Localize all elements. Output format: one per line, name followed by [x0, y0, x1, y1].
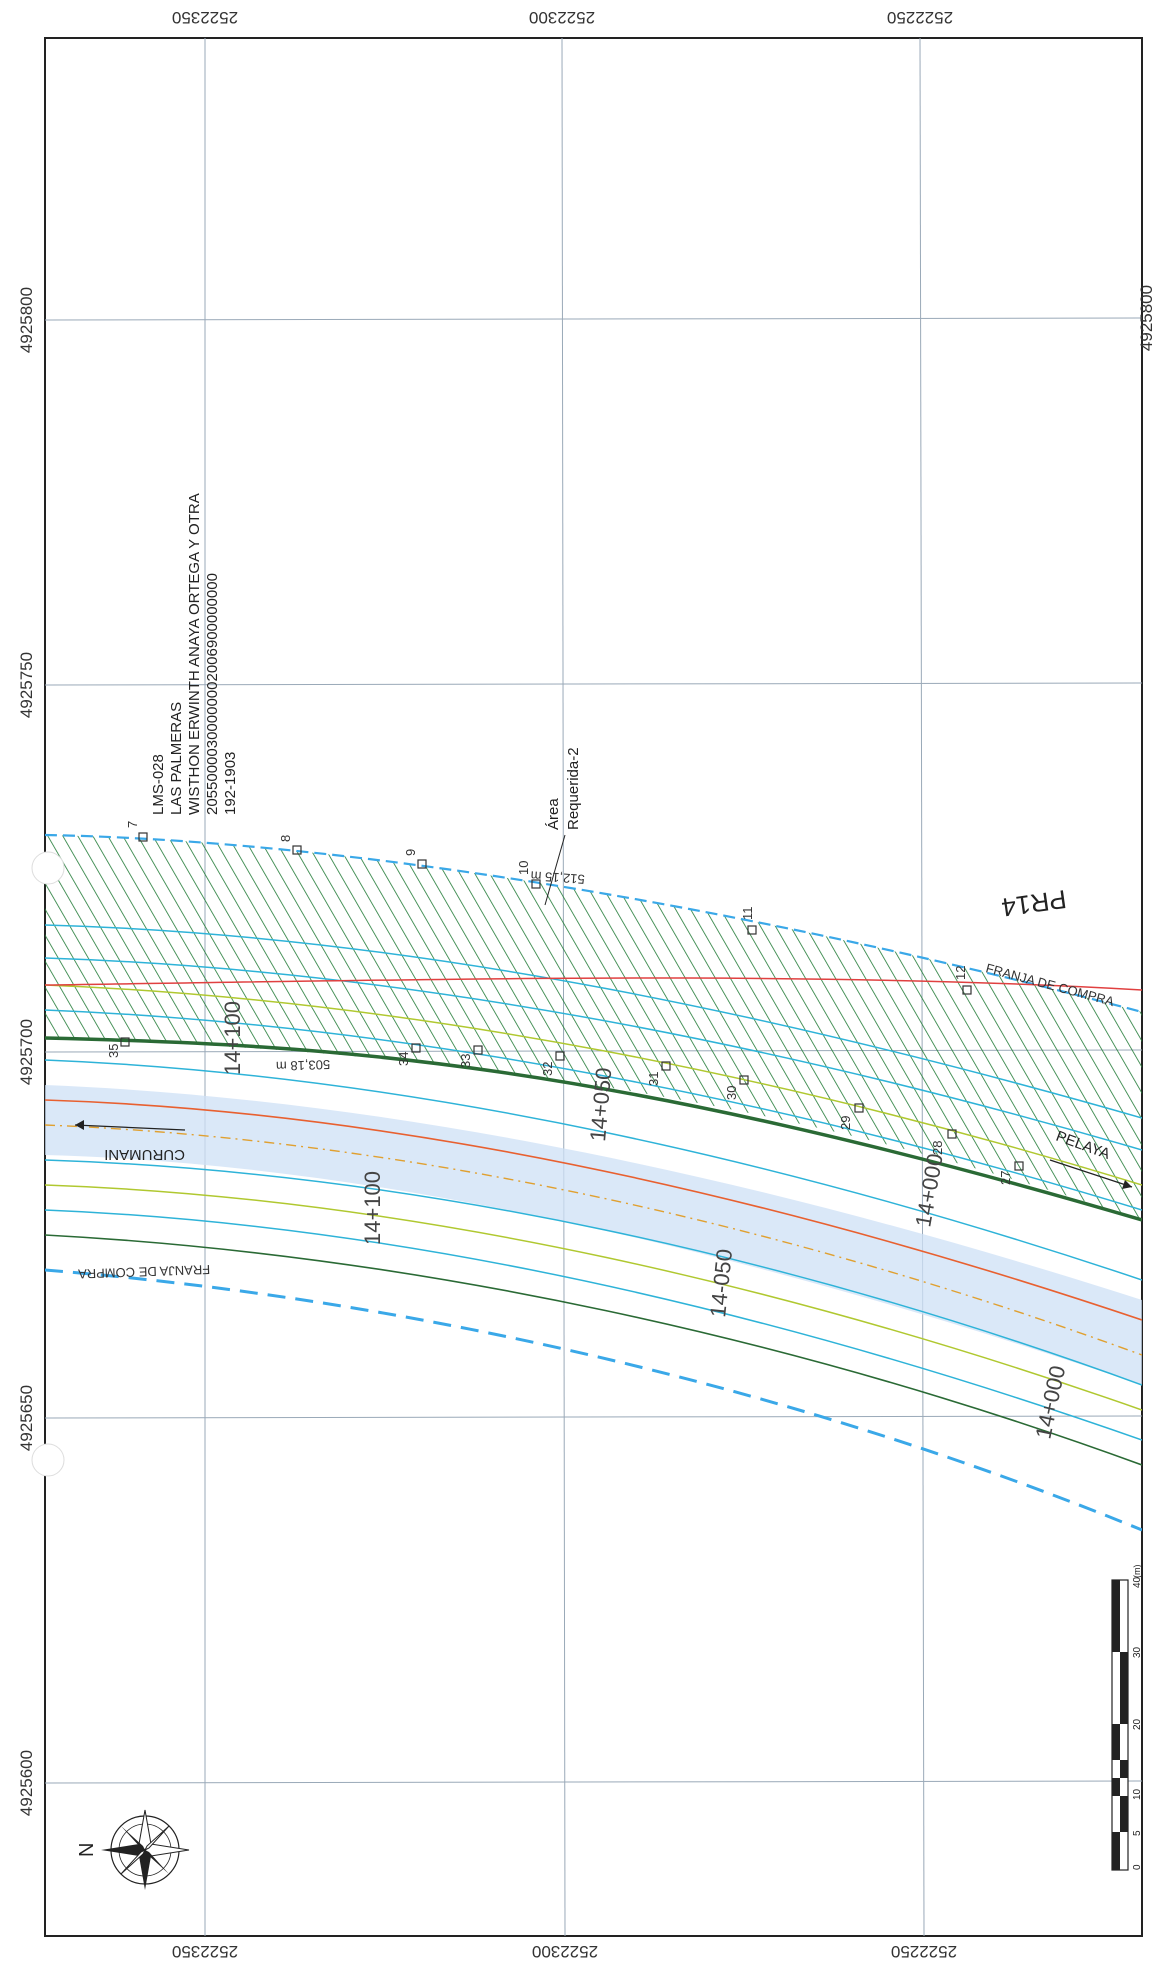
- survey-point: 35: [106, 1037, 130, 1058]
- northing-labels: 4925800 4925750 4925700 4925650 4925600 …: [17, 285, 1156, 1816]
- svg-text:Área: Área: [545, 798, 562, 830]
- svg-text:20: 20: [1132, 1718, 1143, 1730]
- svg-text:Requerida-2: Requerida-2: [565, 747, 582, 830]
- survey-point: 29: [838, 1103, 864, 1130]
- svg-text:10: 10: [1132, 1788, 1143, 1800]
- required-area-hatch: [45, 835, 1142, 1220]
- survey-point: 33: [458, 1045, 483, 1068]
- easting-label: 2522300: [529, 8, 595, 27]
- svg-text:12: 12: [953, 966, 968, 980]
- survey-point: 34: [396, 1043, 421, 1066]
- top-property-line: [45, 833, 1142, 1014]
- easting-label: 2522250: [887, 8, 953, 27]
- length-bottom: 503,18 m: [276, 1057, 331, 1074]
- length-top: 512,15 m: [530, 868, 585, 887]
- northing-label: 4925700: [17, 1019, 36, 1085]
- svg-text:0: 0: [1132, 1864, 1143, 1870]
- svg-text:14+100: 14+100: [220, 1001, 245, 1075]
- binder-hole-icon: [31, 1443, 65, 1477]
- survey-point: 27: [998, 1161, 1024, 1185]
- survey-point: 28: [930, 1129, 957, 1155]
- easting-label: 2522250: [891, 1942, 957, 1961]
- svg-text:32: 32: [540, 1062, 555, 1076]
- svg-text:27: 27: [998, 1171, 1013, 1185]
- road-lines: [45, 924, 1142, 1466]
- svg-text:30: 30: [1132, 1646, 1143, 1658]
- franja-compra-line: [45, 1268, 1142, 1532]
- svg-text:5: 5: [1132, 1830, 1143, 1836]
- parcel-registry: 192-1903: [222, 752, 239, 815]
- scale-bar: 0 5 10 20 30 40 (m): [1111, 1565, 1143, 1871]
- parcel-cadastral: 20550000300000002006900000000: [204, 573, 221, 815]
- area-label: Área Requerida-2: [544, 747, 582, 906]
- survey-point: 10: [516, 861, 541, 889]
- compass-rose-icon: N: [76, 1809, 190, 1890]
- northing-label: 4925750: [17, 652, 36, 718]
- svg-text:35: 35: [106, 1044, 121, 1058]
- survey-point: 31: [646, 1061, 671, 1086]
- parcel-code: LMS-028: [150, 754, 167, 815]
- svg-text:7: 7: [125, 821, 140, 828]
- svg-text:30: 30: [724, 1086, 739, 1100]
- svg-text:CURUMANI: CURUMANI: [104, 1146, 185, 1163]
- required-area-boundary: [45, 1036, 1142, 1222]
- easting-label: 2522300: [532, 1942, 598, 1961]
- easting-labels-bottom: 2522350 2522300 2522250: [172, 1942, 957, 1961]
- svg-text:29: 29: [838, 1116, 853, 1130]
- survey-point: 8: [278, 835, 302, 855]
- easting-labels-top: 2522350 2522300 2522250: [172, 8, 953, 27]
- northing-label: 4925800: [17, 287, 36, 353]
- svg-text:40: 40: [1132, 1576, 1143, 1588]
- direction-curumani: CURUMANI: [74, 1120, 186, 1163]
- svg-text:9: 9: [403, 849, 418, 856]
- parcel-info: LMS-028 LAS PALMERAS WISTHON ERWINTH ANA…: [150, 493, 239, 815]
- svg-text:28: 28: [930, 1141, 945, 1155]
- svg-text:(m): (m): [1132, 1565, 1142, 1579]
- survey-point: 32: [540, 1051, 565, 1076]
- svg-text:8: 8: [278, 835, 293, 842]
- road-corridor: [45, 1085, 1142, 1385]
- northing-label: 4925800: [1137, 285, 1156, 351]
- svg-text:33: 33: [458, 1054, 473, 1068]
- survey-point: 30: [724, 1075, 749, 1100]
- svg-text:31: 31: [646, 1072, 661, 1086]
- svg-text:11: 11: [740, 907, 755, 921]
- north-label: N: [76, 1843, 98, 1857]
- survey-point: 7: [125, 821, 148, 842]
- northing-label: 4925600: [17, 1750, 36, 1816]
- survey-point: 11: [740, 907, 757, 935]
- easting-label: 2522350: [172, 1942, 238, 1961]
- svg-text:14+100: 14+100: [360, 1171, 385, 1245]
- franja-bottom: FRANJA DE COMPRA: [77, 1262, 210, 1282]
- svg-text:10: 10: [516, 861, 531, 875]
- survey-points: 7 8 9 10 11 12 35 34 33 32 31 30 29 28 2…: [106, 821, 1024, 1185]
- svg-text:34: 34: [396, 1052, 411, 1066]
- binder-hole-icon: [31, 851, 65, 885]
- northing-label: 4925650: [17, 1385, 36, 1451]
- survey-point: 12: [953, 966, 972, 995]
- parcel-owner: WISTHON ERWINTH ANAYA ORTEGA Y OTRA: [186, 493, 203, 815]
- survey-point: 9: [403, 849, 427, 869]
- easting-label: 2522350: [172, 8, 238, 27]
- parcel-name: LAS PALMERAS: [168, 702, 185, 815]
